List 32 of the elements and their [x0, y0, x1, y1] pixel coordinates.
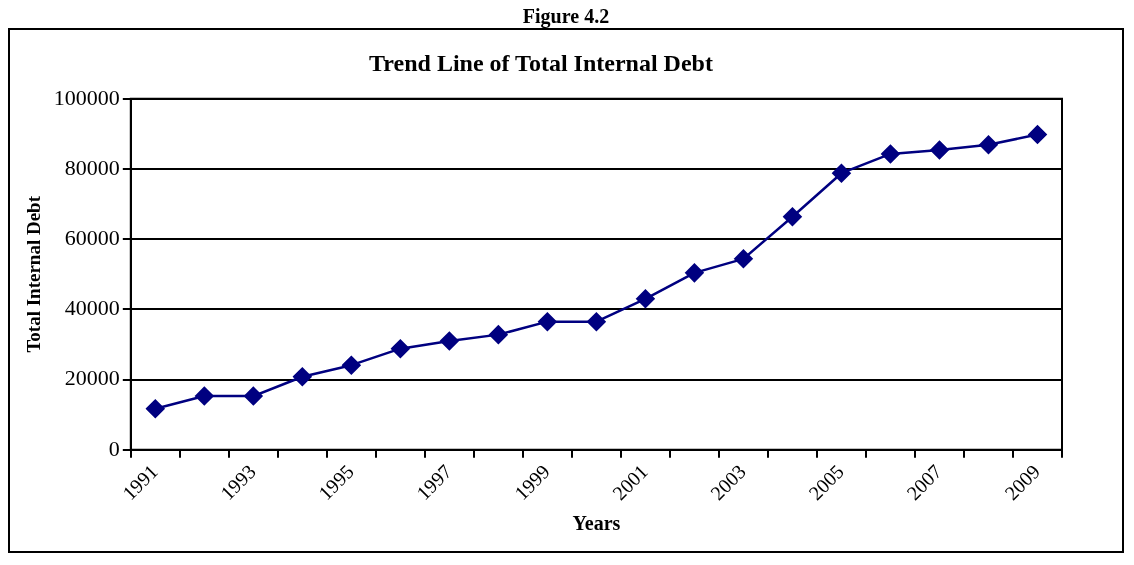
point — [195, 386, 214, 406]
point — [538, 312, 557, 331]
point — [783, 207, 802, 226]
point — [244, 386, 263, 406]
x-tick-label: 1991 — [118, 460, 162, 505]
point — [979, 135, 998, 155]
caption: Figure 4.2 — [521, 4, 611, 28]
y-tick-label: 0 — [108, 435, 120, 461]
y-tick-label: 60000 — [64, 224, 120, 250]
x-axis-title: Years — [572, 512, 621, 535]
point — [293, 367, 312, 386]
y-tick-label: 20000 — [64, 365, 120, 391]
point — [636, 289, 655, 309]
chart-title: Trend Line of Total Internal Debt — [369, 49, 713, 76]
point — [1028, 125, 1047, 144]
y-tick-label: 40000 — [64, 295, 120, 321]
point — [391, 339, 410, 358]
point — [930, 140, 949, 160]
y-axis-title: Total Internal Debt — [23, 195, 45, 353]
x-tick-label: 1999 — [510, 460, 554, 505]
x-tick-label: 1993 — [216, 460, 260, 505]
point — [587, 312, 606, 331]
point — [440, 331, 459, 351]
point — [881, 144, 900, 164]
point — [489, 325, 508, 344]
point — [734, 249, 753, 269]
point — [685, 263, 704, 283]
point — [342, 355, 361, 375]
y-tick-label: 100000 — [53, 84, 120, 110]
y-tick-label: 80000 — [64, 154, 120, 180]
point — [146, 399, 165, 418]
point — [832, 163, 851, 183]
